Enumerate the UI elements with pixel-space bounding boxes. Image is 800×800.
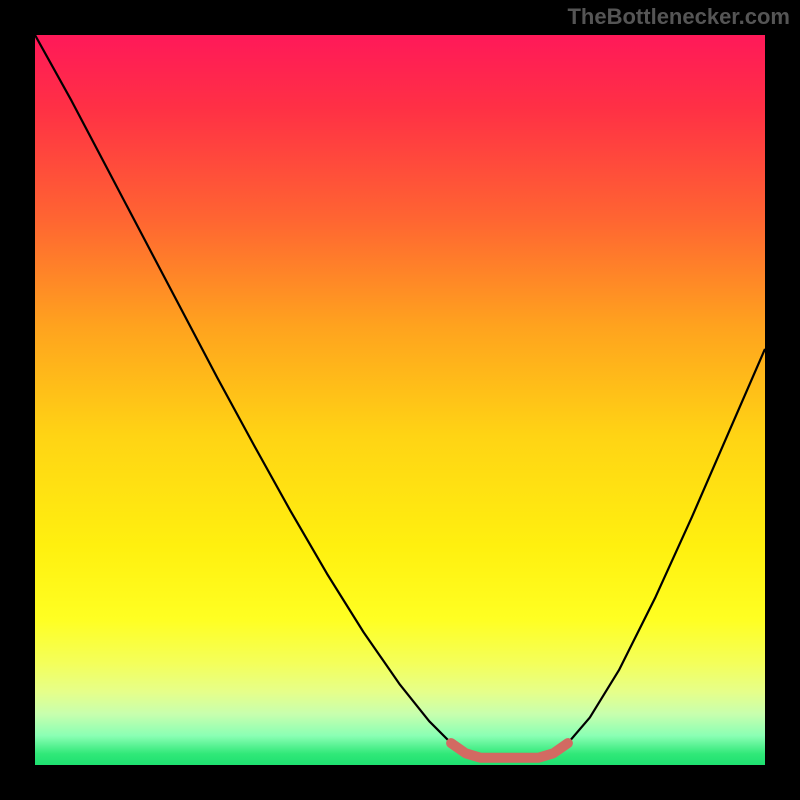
curve-overlay <box>35 35 765 765</box>
optimal-range-highlight <box>451 743 568 758</box>
chart-container: TheBottlenecker.com <box>0 0 800 800</box>
plot-area <box>35 35 765 765</box>
bottleneck-curve <box>35 35 765 759</box>
watermark-text: TheBottlenecker.com <box>567 4 790 30</box>
